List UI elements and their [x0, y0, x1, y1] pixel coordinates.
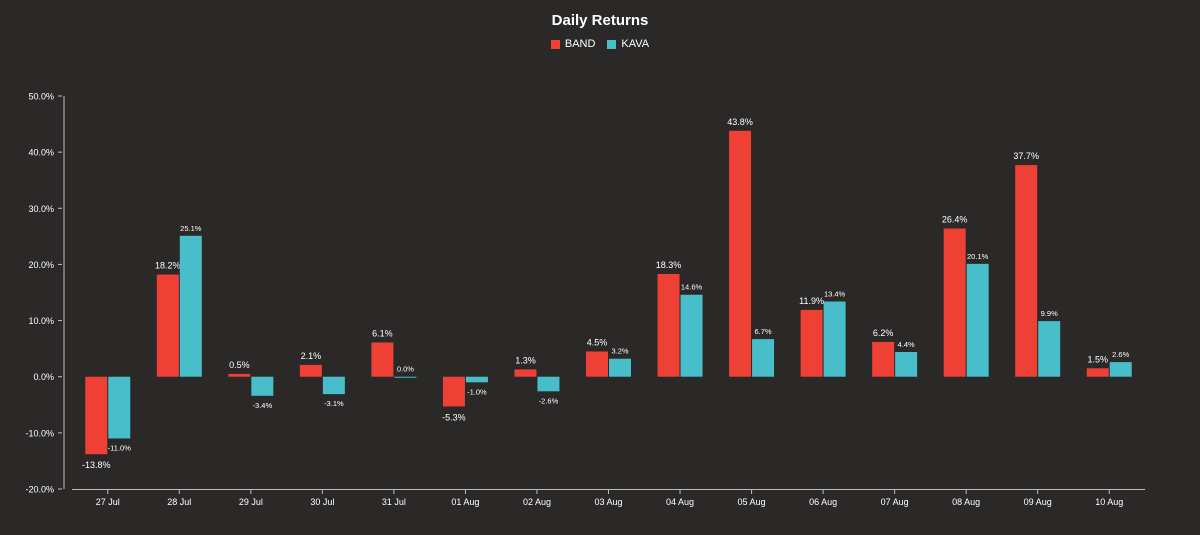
data-label-kava: -3.4%: [253, 401, 273, 410]
data-label-kava: -1.0%: [467, 387, 487, 396]
x-tick-label: 04 Aug: [666, 497, 694, 507]
x-tick-label: 10 Aug: [1095, 497, 1123, 507]
data-label-band: 0.5%: [229, 360, 250, 370]
bar-kava: [680, 294, 703, 377]
data-label-kava: 25.1%: [180, 224, 202, 233]
data-label-kava: -2.6%: [539, 396, 559, 405]
data-label-kava: 9.9%: [1041, 309, 1058, 318]
bar-kava: [966, 263, 989, 377]
data-label-band: 18.3%: [656, 260, 682, 270]
bar-band: [800, 309, 823, 377]
bar-band: [657, 273, 680, 377]
data-label-band: 1.5%: [1087, 354, 1108, 364]
bar-kava: [537, 376, 560, 392]
x-tick-label: 07 Aug: [881, 497, 909, 507]
data-label-kava: 20.1%: [967, 252, 989, 261]
data-label-band: 6.2%: [873, 328, 894, 338]
x-tick-label: 30 Jul: [310, 497, 334, 507]
y-tick-label: 10.0%: [28, 316, 54, 326]
y-tick-label: 50.0%: [28, 92, 54, 102]
legend: BAND KAVA: [0, 38, 1200, 50]
data-label-band: 11.9%: [799, 296, 824, 306]
data-label-kava: -11.0%: [108, 443, 132, 452]
bar-band: [586, 351, 608, 377]
bar-kava: [1038, 321, 1061, 377]
data-label-kava: 14.6%: [681, 283, 703, 292]
bar-band: [514, 369, 537, 377]
bar-band: [299, 364, 322, 377]
x-tick-label: 31 Jul: [382, 497, 406, 507]
x-tick-label: 08 Aug: [952, 497, 980, 507]
bar-kava: [179, 235, 202, 377]
x-tick-label: 01 Aug: [451, 497, 479, 507]
y-tick-label: 20.0%: [28, 260, 54, 270]
bar-kava: [322, 376, 345, 395]
data-label-kava: 3.2%: [611, 347, 628, 356]
bar-band: [371, 342, 394, 377]
legend-label-kava: KAVA: [621, 38, 650, 50]
x-tick-label: 06 Aug: [809, 497, 837, 507]
bar-kava: [394, 376, 417, 378]
chart-title: Daily Returns: [551, 12, 649, 29]
data-label-band: 6.1%: [372, 328, 393, 338]
data-label-band: -13.8%: [82, 460, 111, 470]
x-tick-label: 29 Jul: [239, 497, 263, 507]
bar-band: [1015, 165, 1038, 377]
x-tick-label: 28 Jul: [167, 497, 191, 507]
y-tick-label: 30.0%: [28, 204, 54, 214]
legend-label-band: BAND: [564, 38, 596, 50]
bar-kava: [1109, 362, 1132, 377]
data-label-band: -5.3%: [442, 412, 466, 422]
data-label-band: 4.5%: [587, 337, 608, 347]
bar-band: [156, 274, 179, 377]
bar-band: [943, 228, 966, 377]
x-tick-label: 05 Aug: [738, 497, 766, 507]
bar-band: [729, 130, 752, 377]
data-label-band: 43.8%: [727, 117, 753, 127]
y-tick-label: -20.0%: [25, 485, 54, 495]
bar-kava: [465, 376, 488, 383]
bar-kava: [609, 358, 631, 377]
x-tick-label: 09 Aug: [1024, 497, 1052, 507]
x-tick-label: 27 Jul: [96, 497, 120, 507]
legend-item-kava[interactable]: KAVA: [607, 38, 649, 50]
data-label-kava: -3.1%: [324, 399, 344, 408]
data-label-band: 2.1%: [301, 351, 322, 361]
y-tick-label: -10.0%: [25, 428, 54, 438]
bar-kava: [251, 376, 274, 396]
data-label-band: 1.3%: [515, 355, 536, 365]
y-tick-label: 0.0%: [33, 372, 54, 382]
bar-kava: [895, 352, 918, 377]
bar-kava: [752, 339, 775, 377]
data-label-band: 26.4%: [942, 214, 968, 224]
bar-kava: [108, 376, 131, 439]
bar-band: [228, 373, 251, 377]
x-tick-label: 03 Aug: [594, 497, 622, 507]
y-tick-label: 40.0%: [28, 148, 54, 158]
bar-band: [872, 341, 895, 377]
legend-swatch-kava: [607, 39, 617, 49]
data-label-band: 37.7%: [1013, 151, 1039, 161]
x-tick-label: 02 Aug: [523, 497, 551, 507]
data-label-kava: 2.6%: [1112, 350, 1129, 359]
legend-item-band[interactable]: BAND: [550, 38, 596, 50]
data-label-kava: 4.4%: [898, 340, 915, 349]
data-label-kava: 0.0%: [397, 365, 414, 374]
bar-band: [1086, 368, 1109, 377]
bar-kava: [823, 301, 846, 377]
data-label-kava: 13.4%: [824, 289, 846, 298]
bar-band: [85, 376, 108, 455]
data-label-kava: 6.7%: [755, 327, 772, 336]
data-label-band: 18.2%: [155, 261, 181, 271]
bar-band: [442, 376, 465, 407]
legend-swatch-band: [550, 39, 560, 49]
